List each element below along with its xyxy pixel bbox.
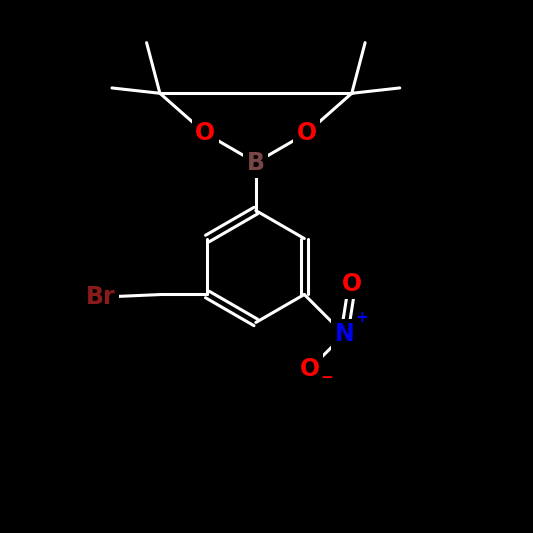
Text: B: B — [247, 150, 265, 175]
Text: O: O — [300, 357, 320, 381]
Text: O: O — [195, 121, 215, 146]
Text: +: + — [355, 310, 368, 325]
Text: Br: Br — [86, 285, 116, 309]
Text: −: − — [320, 369, 333, 385]
Text: O: O — [296, 121, 317, 146]
Text: N: N — [334, 322, 354, 346]
Text: O: O — [342, 272, 362, 296]
